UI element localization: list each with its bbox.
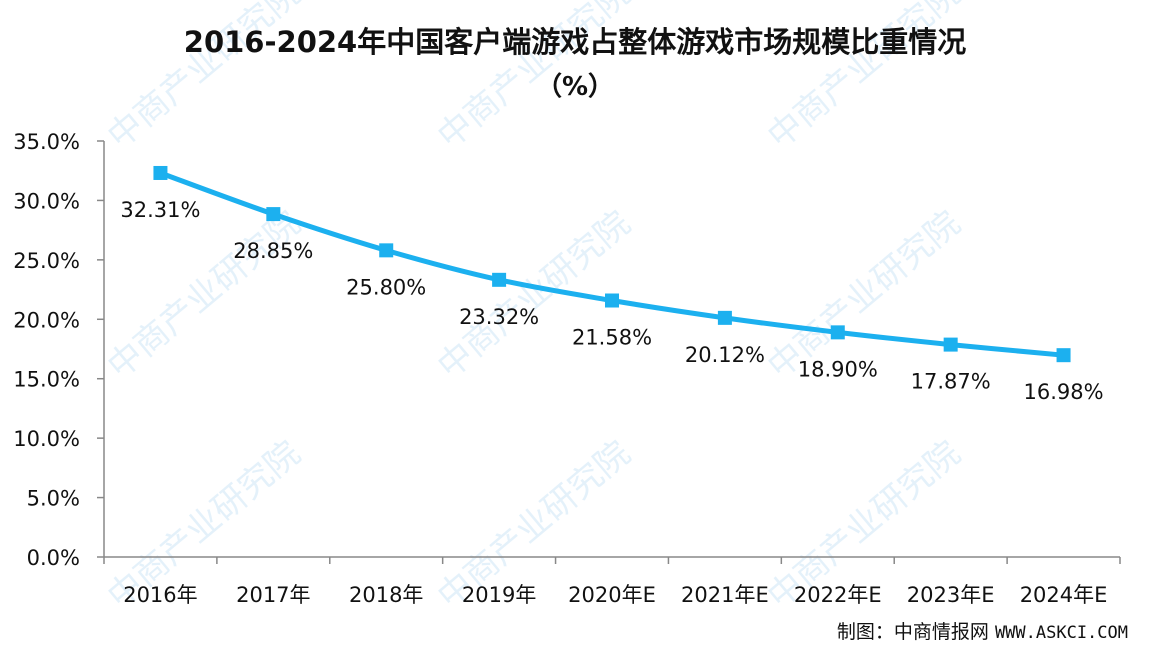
data-point-marker [605,293,619,308]
x-tick-label: 2024年E [1020,583,1108,607]
y-tick-label: 25.0% [13,249,80,273]
data-point-marker [492,272,507,287]
data-label: 16.98% [1024,380,1104,404]
x-tick-label: 2022年E [794,583,882,607]
data-label: 20.12% [685,343,765,367]
data-label: 21.58% [572,326,652,350]
chart-subtitle: （%） [535,72,615,102]
data-label: 32.31% [120,198,200,222]
data-point-marker [153,165,168,180]
x-tick-label: 2019年 [462,583,536,607]
data-label: 28.85% [233,239,313,263]
data-point-marker [266,207,281,222]
source-note: 制图：中商情报网 WWW.ASKCI.COM [837,620,1128,645]
x-tick-label: 2016年 [123,583,197,607]
x-tick-label: 2020年E [568,583,656,607]
chart-title: 2016-2024年中国客户端游戏占整体游戏市场规模比重情况 [183,25,967,59]
source-label: 制图：中商情报网 [836,621,989,643]
x-tick-label: 2017年 [236,583,310,607]
y-tick-label: 15.0% [13,368,80,392]
watermark-text: 中商产业研究院 [100,203,308,387]
data-point-marker [379,243,394,258]
y-tick-label: 35.0% [13,130,80,154]
x-tick-label: 2021年E [681,583,769,607]
source-url: WWW.ASKCI.COM [994,623,1128,643]
x-tick-label: 2018年 [349,583,423,607]
data-label: 23.32% [459,305,539,329]
data-label: 18.90% [798,357,878,381]
data-label: 17.87% [911,370,991,394]
data-point-marker [717,310,732,325]
y-tick-label: 0.0% [27,546,80,570]
data-label: 25.80% [346,275,426,299]
y-tick-label: 5.0% [27,487,80,511]
y-tick-label: 20.0% [13,308,80,332]
y-tick-label: 30.0% [13,189,80,213]
data-point-marker [1056,348,1071,363]
x-tick-label: 2023年E [907,583,995,607]
data-point-marker [830,325,845,340]
y-tick-label: 10.0% [13,427,80,451]
data-point-marker [943,337,958,352]
